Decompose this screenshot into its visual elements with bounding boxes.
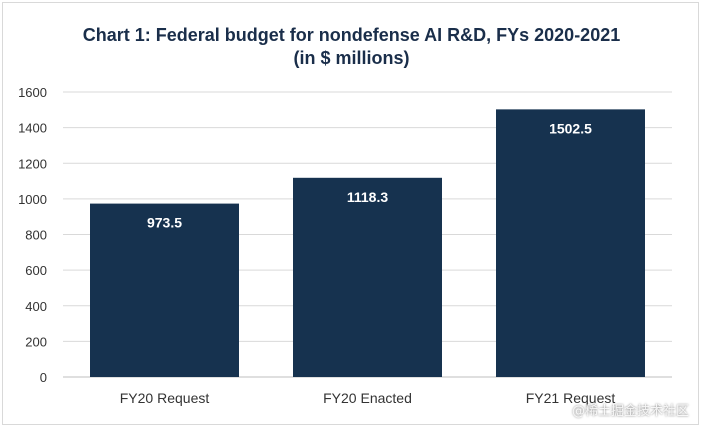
- y-tick-label: 1400: [18, 121, 47, 136]
- x-tick-label: FY21 Request: [526, 390, 616, 406]
- data-label: 1502.5: [549, 120, 592, 136]
- chart-title-block: Chart 1: Federal budget for nondefense A…: [0, 24, 703, 70]
- chart-title: Chart 1: Federal budget for nondefense A…: [82, 25, 621, 45]
- x-tick-label: FY20 Request: [120, 390, 210, 406]
- bar: [496, 109, 645, 377]
- y-tick-label: 800: [25, 228, 47, 243]
- y-tick-label: 200: [25, 334, 47, 349]
- y-tick-label: 1200: [18, 156, 47, 171]
- bar: [90, 203, 239, 377]
- data-label: 973.5: [147, 215, 182, 231]
- y-tick-label: 400: [25, 299, 47, 314]
- y-tick-label: 1000: [18, 192, 47, 207]
- bar: [293, 177, 442, 377]
- y-tick-label: 600: [25, 263, 47, 278]
- x-tick-label: FY20 Enacted: [323, 390, 412, 406]
- watermark: @稀土掘金技术社区: [571, 404, 689, 419]
- y-tick-label: 0: [40, 370, 47, 385]
- y-tick-label: 1600: [18, 85, 47, 100]
- chart-subtitle: (in $ millions): [293, 48, 410, 68]
- data-label: 1118.3: [347, 189, 388, 205]
